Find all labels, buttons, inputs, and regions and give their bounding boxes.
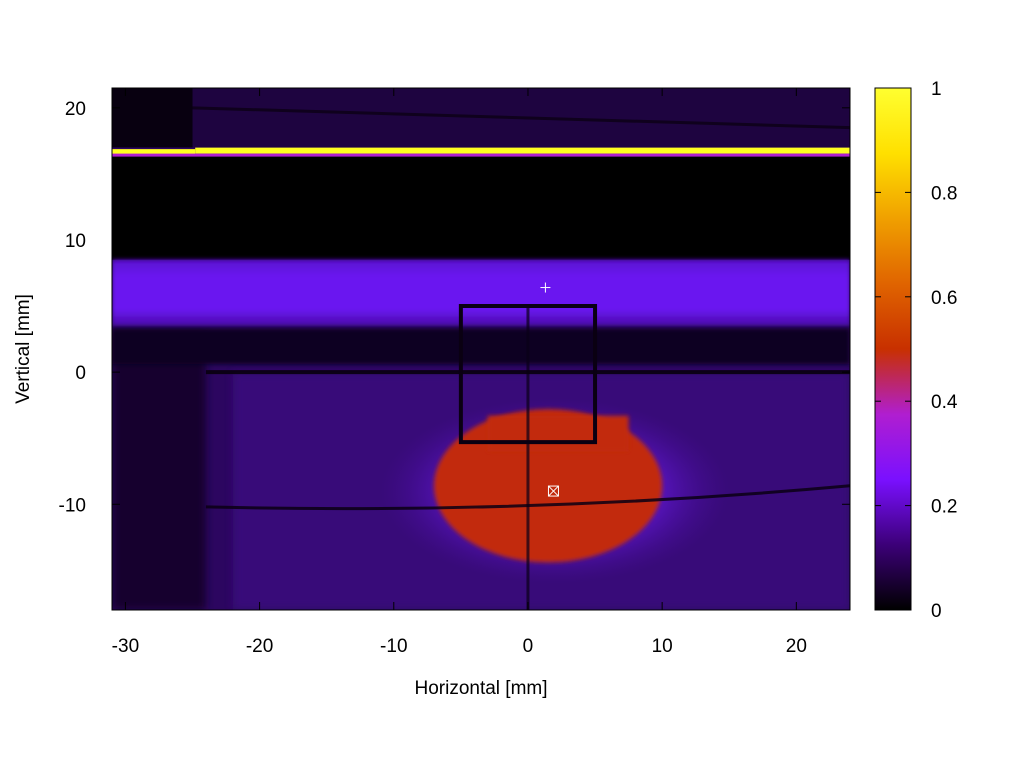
x-tick-label-0: -30 [112, 636, 139, 657]
heatmap-slanted-line-lower [205, 484, 850, 511]
heatmap-bright-line-edge [112, 153, 850, 157]
colorbar-tick-label-4: 0.8 [931, 183, 957, 204]
heatmap-open-rectangle [458, 304, 598, 445]
heatmap-top-left-dark [112, 88, 193, 148]
x-tick-label-1: -20 [246, 636, 273, 657]
colorbar-tick-label-5: 1 [931, 79, 942, 100]
x-axis-label: Horizontal [mm] [414, 678, 547, 699]
heatmap-dark-left-region [112, 332, 206, 610]
plot-frame [111, 87, 851, 611]
heatmap-dark-band [112, 154, 850, 260]
y-tick-label-3: 20 [65, 99, 86, 120]
marker-boxed-x-1 [547, 485, 559, 497]
colorbar [874, 87, 912, 611]
colorbar-tick-label-1: 0.2 [931, 497, 957, 518]
axes: -30 -20 -10 0 10 20 -10 0 10 20 [59, 88, 850, 657]
colorbar-tick-label-3: 0.6 [931, 288, 957, 309]
marker-+-0 [540, 282, 551, 293]
y-tick-label-0: -10 [59, 495, 86, 516]
y-tick-label-2: 10 [65, 231, 86, 252]
x-tick-label-4: 10 [652, 636, 673, 657]
x-tick-label-5: 20 [786, 636, 807, 657]
heatmap-slanted-line-upper [192, 106, 850, 130]
x-tick-label-2: -10 [380, 636, 407, 657]
heatmap-plot-area [112, 88, 850, 610]
colorbar-tick-label-0: 0 [931, 601, 942, 622]
heatmap-beam-spot-top [487, 415, 629, 452]
heatmap-bright-line [195, 147, 850, 154]
heatmap-bright-line-left [112, 149, 196, 155]
colorbar-tick-label-2: 0.4 [931, 392, 958, 413]
heatmap-violet-band [112, 259, 850, 326]
heatmap-dark-strip [112, 328, 850, 365]
x-tick-label-3: 0 [523, 636, 534, 657]
y-axis-label: Vertical [mm] [13, 294, 34, 404]
colorbar-axis: 0 0.2 0.4 0.6 0.8 1 [875, 79, 958, 622]
y-tick-label-1: 0 [75, 363, 86, 384]
